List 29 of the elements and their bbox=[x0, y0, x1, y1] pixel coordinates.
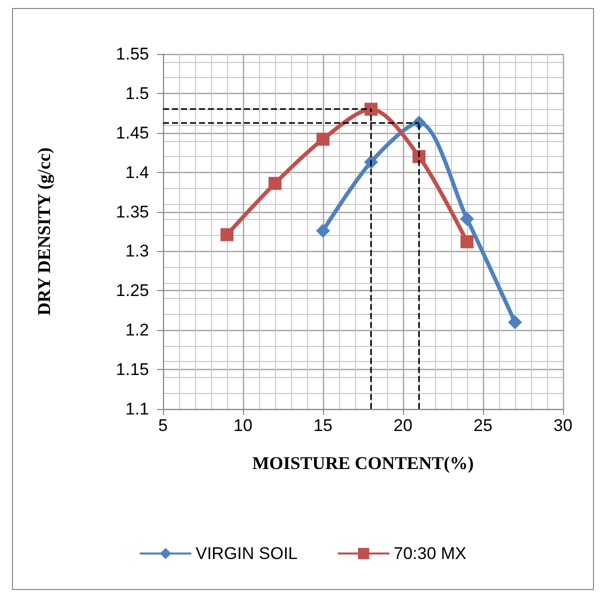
point bbox=[268, 176, 282, 190]
point bbox=[316, 132, 330, 146]
legend-label: 70:30 MX bbox=[394, 544, 466, 563]
x-tick-label: 15 bbox=[314, 416, 332, 435]
y-axis-title: DRY DENSITY (g/cc) bbox=[34, 147, 54, 316]
legend-label: VIRGIN SOIL bbox=[196, 544, 298, 563]
y-tick-label: 1.55 bbox=[116, 44, 149, 64]
point bbox=[460, 235, 474, 248]
y-tick-label: 1.2 bbox=[125, 320, 149, 340]
point bbox=[412, 150, 426, 164]
y-tick-label: 1.3 bbox=[125, 242, 149, 261]
y-tick-label: 1.15 bbox=[116, 360, 149, 380]
point bbox=[220, 228, 234, 242]
y-tick-label: 1.25 bbox=[116, 281, 149, 300]
x-tick-label: 20 bbox=[394, 416, 412, 435]
x-tick-label: 30 bbox=[554, 416, 572, 435]
point bbox=[364, 102, 378, 116]
x-tick-label: 25 bbox=[474, 416, 492, 435]
point bbox=[316, 224, 330, 238]
x-tick-label: 10 bbox=[234, 416, 252, 435]
x-axis-title: MOISTURE CONTENT(%) bbox=[252, 453, 474, 473]
y-tick-label: 1.4 bbox=[125, 162, 149, 182]
y-tick-label: 1.5 bbox=[125, 84, 149, 103]
point bbox=[460, 212, 474, 226]
y-tick-label: 1.35 bbox=[116, 202, 149, 222]
y-tick-label: 1.45 bbox=[116, 123, 149, 142]
y-tick-label: 1.1 bbox=[125, 400, 149, 418]
point bbox=[508, 315, 522, 330]
x-tick-label: 5 bbox=[158, 416, 168, 435]
